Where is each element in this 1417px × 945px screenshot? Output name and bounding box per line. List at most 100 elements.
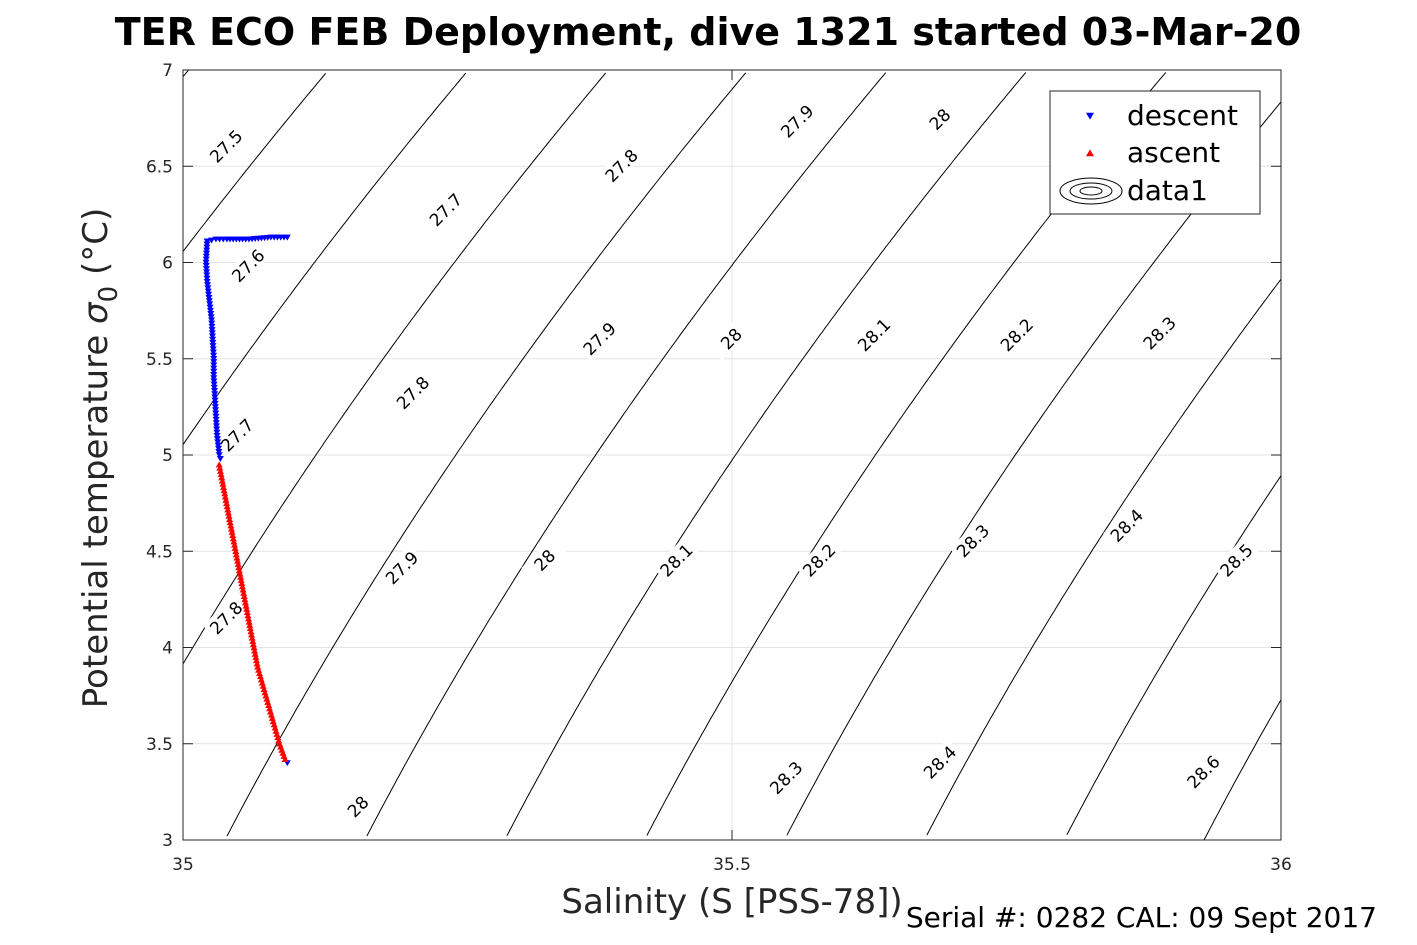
y-tick-label: 6.5 (146, 157, 173, 177)
ascent-trace-marker (228, 528, 236, 535)
ascent-trace-marker (239, 586, 247, 593)
ascent-trace-marker (220, 483, 228, 490)
descent-trace-marker (203, 247, 211, 254)
legend-contour-ellipse (1079, 186, 1103, 196)
x-tick-label: 36 (1270, 855, 1292, 875)
descent-trace-marker (204, 285, 212, 292)
ascent-trace-marker (275, 737, 283, 744)
descent-trace-marker (211, 391, 219, 398)
contour-label-bg (389, 369, 435, 415)
contour-line (1066, 475, 1282, 836)
ascent-trace-marker (227, 522, 235, 529)
ascent-point (215, 461, 223, 468)
ascent-point (254, 663, 262, 670)
contour-label-bg (422, 186, 468, 232)
serial-cal-note: Serial #: 0282 CAL: 09 Sept 2017 (906, 901, 1377, 934)
descent-trace-marker (208, 320, 216, 327)
descent-trace-marker (212, 416, 220, 423)
ascent-trace-marker (251, 647, 259, 654)
descent-point (214, 442, 222, 449)
ascent-trace-marker (247, 628, 255, 635)
ascent-trace-marker (229, 532, 237, 539)
y-tick-label: 4.5 (146, 542, 173, 562)
ascent-trace-marker (224, 506, 232, 513)
ascent-trace-marker (255, 670, 263, 676)
ascent-trace-marker (220, 487, 228, 494)
ascent-trace-marker (272, 727, 280, 734)
x-tick-label: 35 (172, 855, 194, 875)
descent-trace-marker (210, 362, 218, 369)
x-axis-ticks: 35 35.5 36 (172, 70, 1292, 875)
descent-trace-marker (203, 244, 211, 251)
descent-trace-marker (213, 429, 221, 436)
ascent-trace-marker (252, 657, 260, 664)
data-points (202, 234, 291, 767)
legend-contour-ellipse (1069, 182, 1113, 200)
descent-trace-marker (202, 262, 210, 269)
legend-descent-label: descent (1127, 99, 1238, 132)
y-tick-label: 3 (162, 831, 173, 851)
descent-trace-marker (203, 269, 211, 276)
descent-trace-marker (210, 381, 218, 388)
ascent-point (281, 756, 289, 762)
ascent-trace-marker (258, 679, 266, 686)
descent-point (202, 259, 210, 266)
y-axis-ticks: 3 3.5 4 4.5 5 5.5 6 6.5 7 (146, 61, 1281, 851)
ascent-trace-marker (261, 689, 269, 696)
ascent-trace-marker (260, 686, 268, 693)
ascent-trace-marker (266, 708, 274, 715)
contour-line (506, 72, 1027, 837)
descent-point (203, 238, 211, 245)
ascent-trace-marker (273, 730, 281, 737)
descent-trace-marker (206, 301, 214, 308)
ascent-trace-marker (269, 718, 277, 725)
descent-trace-marker (207, 314, 215, 321)
descent-trace-marker (203, 272, 211, 279)
ascent-trace-marker (232, 551, 240, 558)
descent-trace-marker (208, 327, 216, 334)
contour-line (182, 69, 189, 78)
descent-point (215, 452, 223, 459)
ascent-trace-marker (266, 705, 274, 712)
y-tick-label: 3.5 (146, 735, 173, 755)
descent-point (208, 317, 216, 324)
descent-trace-marker (211, 404, 219, 411)
legend-contour-icon (1059, 177, 1123, 205)
ascent-trace-marker (234, 560, 242, 567)
descent-trace-marker (210, 368, 218, 375)
contour-label-bg (762, 754, 809, 800)
ascent-trace-marker (218, 477, 226, 484)
ascent-trace-marker (219, 480, 227, 487)
contour-line (182, 72, 467, 445)
ascent-trace-marker (250, 644, 258, 651)
descent-trace-marker (203, 250, 211, 257)
ascent-trace-marker (245, 618, 253, 625)
contour-label-bg (1180, 748, 1226, 794)
descent-trace-marker (203, 241, 211, 248)
descent-trace-marker (208, 333, 216, 340)
contour-label-bg (773, 97, 820, 144)
ascent-trace-marker (236, 570, 244, 577)
y-tick-label: 5 (162, 446, 173, 466)
contour-label-bg (949, 517, 995, 563)
ascent-trace-marker (225, 512, 233, 519)
y-axis-label: Potential temperature σ0 (°C) (76, 208, 124, 708)
contour-label-bg (224, 242, 271, 288)
descent-trace-marker (202, 266, 210, 273)
ascent-trace-marker (235, 567, 243, 574)
descent-trace-marker (213, 426, 221, 433)
ascent-point (243, 605, 251, 612)
descent-point (212, 413, 220, 420)
ascent-trace-marker (235, 564, 243, 571)
ascent-point (259, 682, 267, 689)
descent-trace-marker (212, 407, 220, 414)
descent-trace-marker (205, 294, 213, 301)
descent-trace-marker (207, 311, 215, 317)
contour-line (366, 72, 887, 837)
ascent-trace-marker (231, 544, 239, 551)
descent-point (203, 278, 211, 285)
legend-descent-marker (1086, 112, 1094, 120)
ascent-trace-marker (264, 698, 272, 705)
ascent-point (270, 721, 278, 728)
ascent-point (248, 634, 256, 641)
